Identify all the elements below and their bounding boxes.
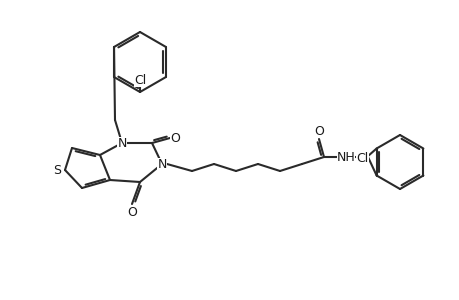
Text: Cl: Cl xyxy=(356,152,368,165)
Text: O: O xyxy=(127,206,137,218)
Text: NH: NH xyxy=(336,151,355,164)
Text: Cl: Cl xyxy=(134,74,146,86)
Text: O: O xyxy=(313,124,323,137)
Text: O: O xyxy=(170,131,179,145)
Text: N: N xyxy=(117,136,126,149)
Text: S: S xyxy=(53,164,61,176)
Text: N: N xyxy=(157,158,166,170)
